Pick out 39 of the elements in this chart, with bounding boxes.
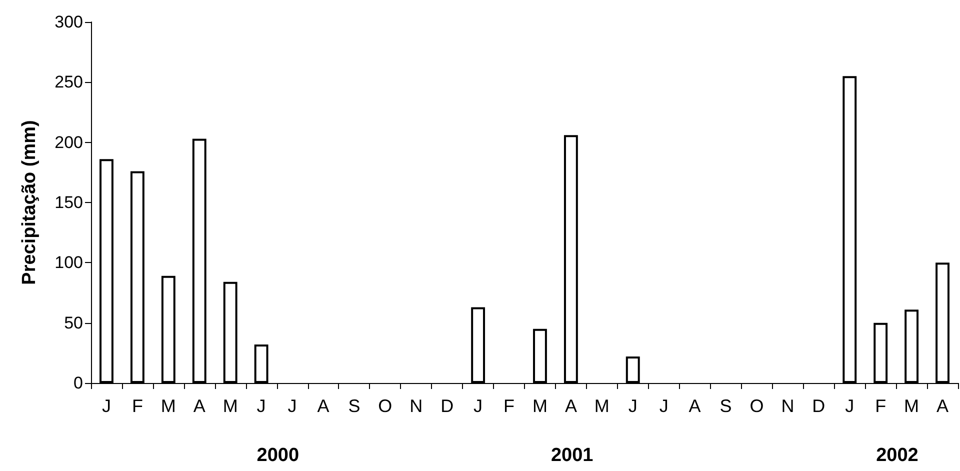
x-tick-label: J <box>474 396 483 416</box>
x-tick-label: A <box>317 396 330 416</box>
x-tick-label: S <box>348 396 360 416</box>
x-tick-label: J <box>288 396 297 416</box>
y-tick-label: 200 <box>54 132 83 152</box>
x-tick-label: J <box>845 396 854 416</box>
x-tick-label: A <box>193 396 206 416</box>
x-tick-label: F <box>875 396 886 416</box>
x-tick-label: N <box>781 396 794 416</box>
x-tick-label: M <box>532 396 548 416</box>
x-tick-label: J <box>102 396 111 416</box>
x-tick-label: A <box>688 396 701 416</box>
y-axis-title: Precipitação (mm) <box>19 120 40 285</box>
x-tick-label: S <box>720 396 732 416</box>
x-tick-label: A <box>564 396 577 416</box>
y-tick-label: 50 <box>64 313 83 332</box>
y-tick-label: 150 <box>54 193 83 212</box>
y-tick-label: 250 <box>54 72 83 92</box>
x-tick-label: M <box>594 396 610 416</box>
text: 2000 <box>256 445 300 466</box>
y-tick-label: 100 <box>54 253 83 272</box>
x-tick-label: F <box>504 396 515 416</box>
x-tick-label: O <box>378 396 392 416</box>
x-tick-label: J <box>628 396 638 416</box>
x-tick-label: F <box>132 396 143 416</box>
y-tick-label: 300 <box>54 12 83 32</box>
y-tick-label: 0 <box>74 374 83 392</box>
x-tick-label: N <box>410 396 423 416</box>
x-tick-label: J <box>659 396 668 416</box>
x-tick-label: A <box>936 396 949 416</box>
x-tick-label: M <box>160 396 176 416</box>
x-tick-label: D <box>440 396 454 416</box>
text: 2001 <box>550 445 594 466</box>
x-tick-label: J <box>256 396 266 416</box>
x-tick-label: D <box>812 396 826 416</box>
x-tick-label: O <box>750 396 764 416</box>
x-tick-label: M <box>222 396 238 416</box>
x-tick-label: M <box>904 396 920 416</box>
text: 2002 <box>876 445 918 466</box>
